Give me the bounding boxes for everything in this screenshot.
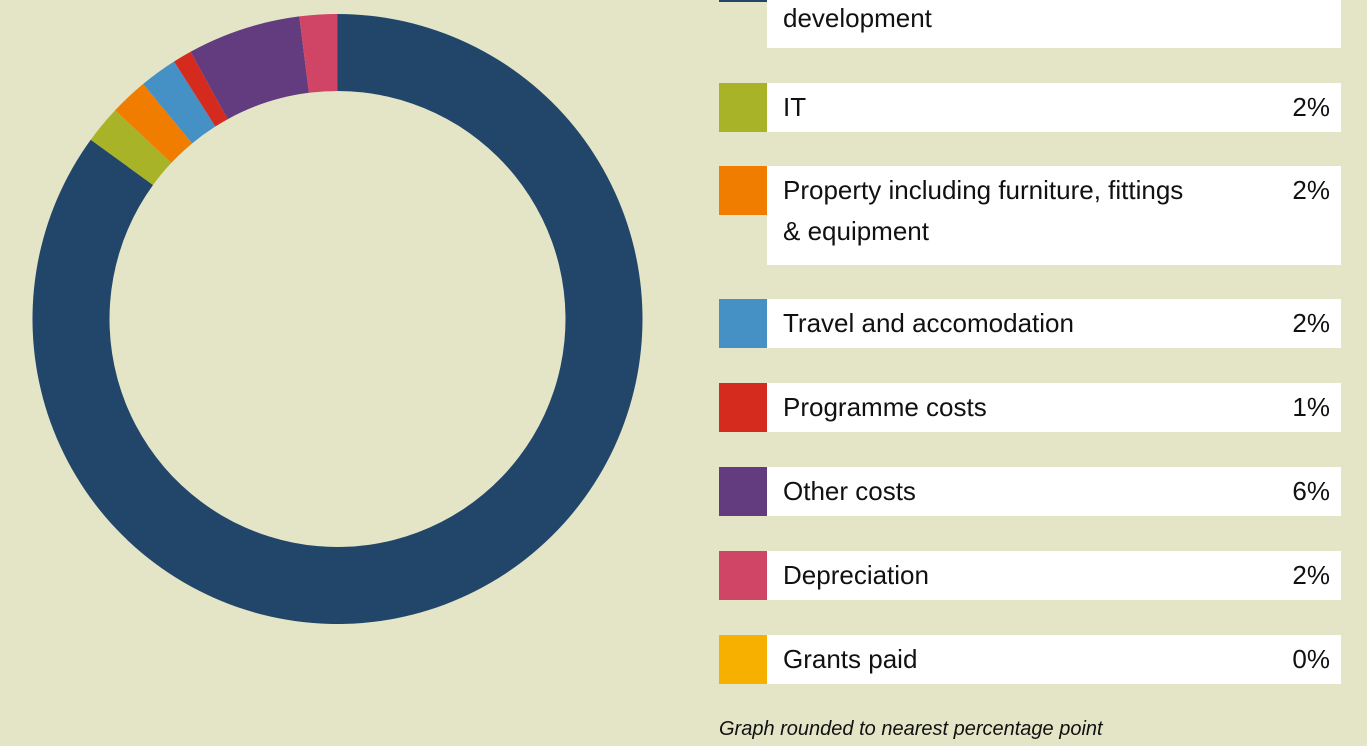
legend-swatch xyxy=(719,467,767,516)
legend-value: 2% xyxy=(1292,560,1330,590)
legend-box: development xyxy=(767,0,1341,48)
donut-segment xyxy=(299,14,338,93)
legend-box: Grants paid 0% xyxy=(767,635,1341,684)
legend-value: 0% xyxy=(1292,644,1330,674)
legend-swatch xyxy=(719,635,767,684)
legend-swatch xyxy=(719,551,767,600)
legend-item: Depreciation 2% xyxy=(719,551,1341,600)
legend-value: 2% xyxy=(1292,308,1330,338)
legend-label: Depreciation xyxy=(783,560,929,590)
donut-segment xyxy=(143,61,216,144)
donut-segment xyxy=(90,110,172,185)
legend-swatch xyxy=(719,299,767,348)
legend-item: development xyxy=(719,0,1341,48)
legend-value: 2% xyxy=(1292,175,1330,205)
legend-box: IT 2% xyxy=(767,83,1341,132)
donut-segment xyxy=(190,16,309,120)
legend-label: Programme costs xyxy=(783,392,987,422)
legend-item: Property including furniture, fittings &… xyxy=(719,166,1341,265)
legend-value: 6% xyxy=(1292,476,1330,506)
legend-value: 1% xyxy=(1292,392,1330,422)
legend-box: Other costs 6% xyxy=(767,467,1341,516)
legend-item: Programme costs 1% xyxy=(719,383,1341,432)
legend-swatch xyxy=(719,383,767,432)
legend-box: Programme costs 1% xyxy=(767,383,1341,432)
donut-segment xyxy=(115,83,193,163)
legend-item: Other costs 6% xyxy=(719,467,1341,516)
donut-chart xyxy=(32,14,643,625)
legend-item: Grants paid 0% xyxy=(719,635,1341,684)
legend-label: IT xyxy=(783,92,807,122)
legend-item: Travel and accomodation 2% xyxy=(719,299,1341,348)
legend-label: Other costs xyxy=(783,476,916,506)
legend-box: Property including furniture, fittings &… xyxy=(767,166,1341,265)
legend-value: 2% xyxy=(1292,92,1330,122)
legend-swatch xyxy=(719,83,767,132)
note: Graph rounded to nearest percentage poin… xyxy=(719,718,1103,740)
legend-label: development xyxy=(783,3,932,33)
legend-label: Grants paid xyxy=(783,644,918,674)
legend-box: Travel and accomodation 2% xyxy=(767,299,1341,348)
legend-label: Travel and accomodation xyxy=(783,308,1074,338)
legend-box: Depreciation 2% xyxy=(767,551,1341,600)
donut-segment xyxy=(174,51,228,127)
legend-label: Property including furniture, fittings &… xyxy=(783,175,1184,246)
legend-item: IT 2% xyxy=(719,83,1341,132)
legend-swatch xyxy=(719,166,767,215)
legend-swatch xyxy=(719,0,767,2)
